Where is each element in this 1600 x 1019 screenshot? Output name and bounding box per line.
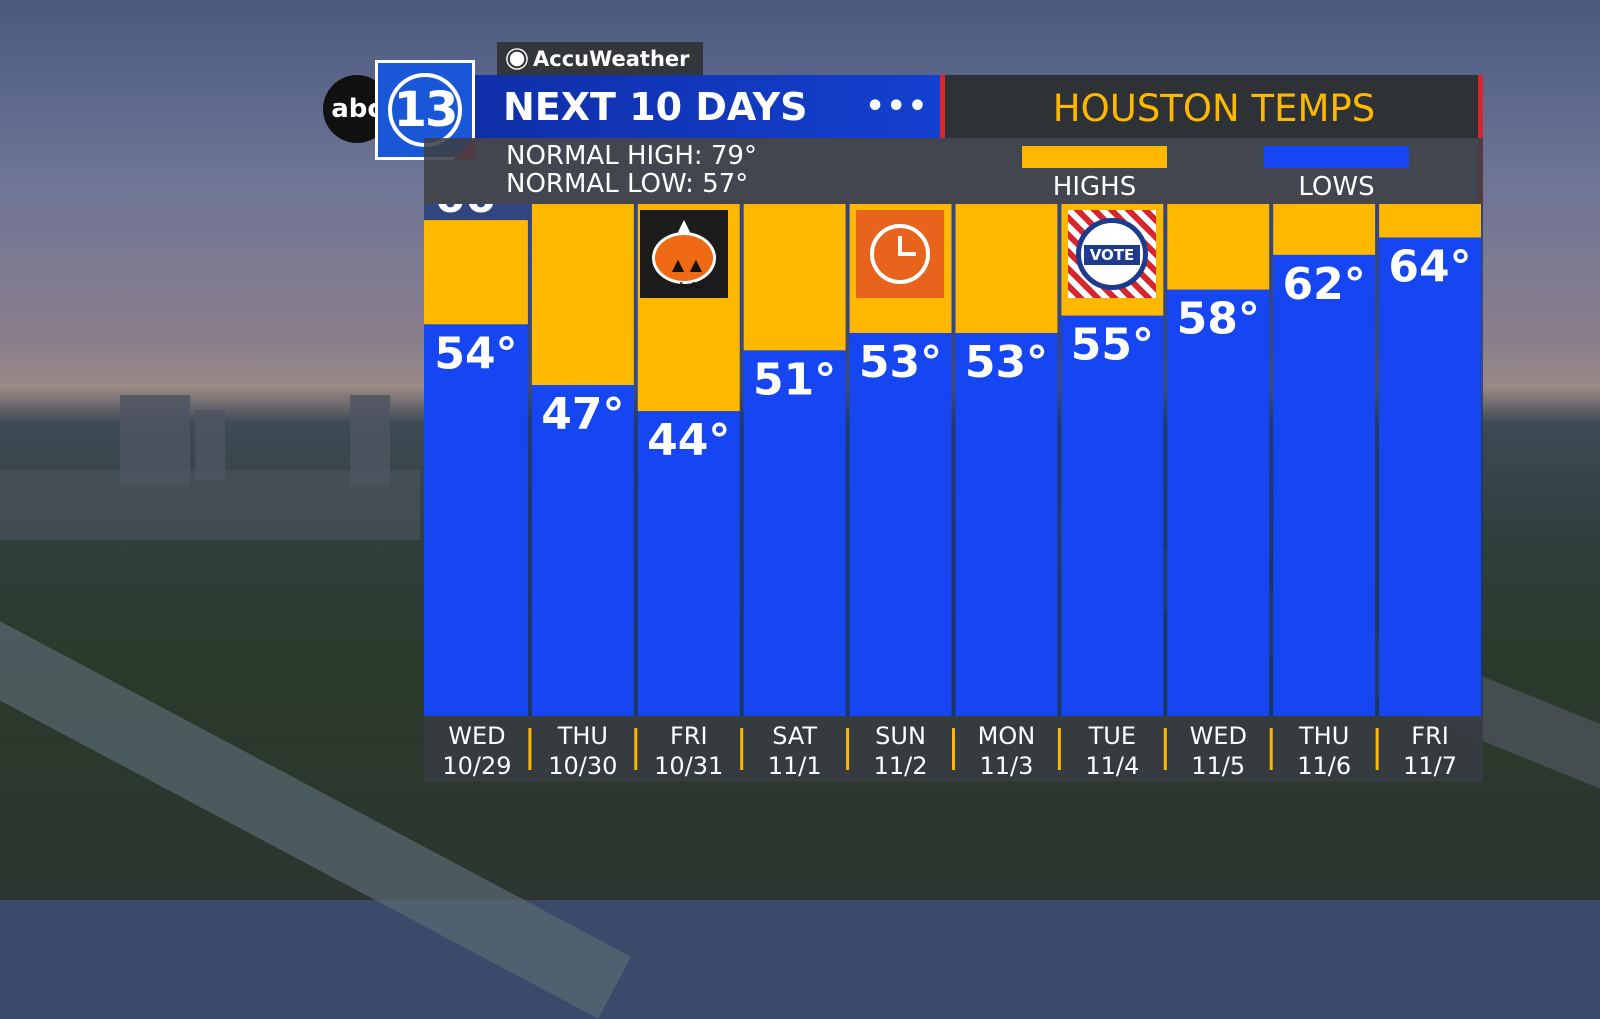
- normal-high-text: NORMAL HIGH: 79°: [506, 141, 757, 171]
- low-bar-4: [849, 332, 952, 716]
- low-label-3: 51°: [753, 354, 836, 405]
- low-bar-1: [531, 385, 634, 716]
- normal-low-text: NORMAL LOW: 57°: [506, 169, 749, 199]
- date-separator-8: [1269, 728, 1273, 770]
- low-label-2: 44°: [647, 415, 730, 466]
- date-separator-1: [528, 728, 532, 770]
- date-label-5: 11/3: [979, 752, 1033, 780]
- date-separator-9: [1375, 728, 1379, 770]
- more-dots-icon: •••: [865, 89, 929, 124]
- date-axis: WED10/29THU10/30FRI10/31SAT11/1SUN11/2MO…: [442, 722, 1457, 780]
- date-label-7: 11/5: [1191, 752, 1245, 780]
- legend-highs-swatch: [1022, 146, 1167, 168]
- date-label-9: 11/7: [1403, 752, 1457, 780]
- provider-label: AccuWeather: [533, 47, 690, 71]
- day-label-2: FRI: [670, 722, 708, 750]
- high-bar-5: [955, 204, 1058, 333]
- vote-text: VOTE: [1084, 245, 1140, 265]
- high-bar-9: [1379, 204, 1481, 238]
- low-bar-6: [1061, 315, 1164, 716]
- low-bar-9: [1379, 237, 1481, 716]
- date-separator-4: [846, 728, 850, 770]
- date-label-3: 11/1: [768, 752, 822, 780]
- date-label-2: 10/31: [654, 752, 723, 780]
- low-bar-3: [743, 350, 846, 716]
- day-label-6: TUE: [1088, 722, 1136, 750]
- day-label-5: MON: [978, 722, 1036, 750]
- day-label-9: FRI: [1411, 722, 1449, 750]
- date-label-8: 11/6: [1297, 752, 1351, 780]
- low-bar-5: [955, 332, 1058, 716]
- date-separator-6: [1057, 728, 1061, 770]
- legend-lows-swatch: [1264, 146, 1409, 168]
- date-label-1: 10/30: [548, 752, 617, 780]
- accuweather-sun-icon: [509, 51, 525, 67]
- high-bar-1: [531, 204, 634, 386]
- high-label-0: 66°: [434, 204, 517, 223]
- low-label-0: 54°: [434, 328, 517, 379]
- low-bar-0: [424, 324, 528, 716]
- day-label-3: SAT: [772, 722, 817, 750]
- high-bar-8: [1273, 204, 1376, 255]
- legend-highs-label: HIGHS: [1052, 172, 1137, 202]
- low-label-8: 62°: [1283, 259, 1366, 310]
- jack-o-lantern-icon: ▲ ▲ ◡◡◡: [640, 210, 728, 298]
- low-label-5: 53°: [965, 337, 1048, 388]
- date-label-4: 11/2: [874, 752, 928, 780]
- title-bar: NEXT 10 DAYS •••: [475, 75, 945, 138]
- low-label-4: 53°: [859, 337, 942, 388]
- temperature-chart: 66°54°71°47°74°44°75°51°74°53°77°53°79°5…: [424, 204, 1483, 716]
- channel-number: 13: [393, 82, 459, 138]
- low-label-7: 58°: [1177, 294, 1260, 345]
- low-bar-7: [1167, 289, 1270, 716]
- low-label-6: 55°: [1071, 320, 1154, 371]
- high-bar-0: [424, 220, 528, 325]
- clock-change-icon: [856, 210, 944, 298]
- low-label-9: 64°: [1388, 241, 1471, 292]
- day-label-7: WED: [1190, 722, 1247, 750]
- vote-icon: VOTE: [1068, 210, 1156, 298]
- date-label-0: 10/29: [442, 752, 511, 780]
- legend-lows-label: LOWS: [1298, 172, 1375, 202]
- day-label-0: WED: [448, 722, 505, 750]
- page-title: NEXT 10 DAYS: [503, 85, 808, 129]
- date-separator-7: [1163, 728, 1167, 770]
- low-label-1: 47°: [541, 389, 624, 440]
- date-separator-5: [952, 728, 955, 770]
- high-bar-3: [743, 204, 846, 351]
- date-label-6: 11/4: [1085, 752, 1139, 780]
- accuweather-tab: AccuWeather: [497, 42, 703, 76]
- location-title: HOUSTON TEMPS: [1052, 87, 1376, 130]
- low-bar-2: [637, 411, 740, 716]
- date-separator-2: [634, 728, 638, 770]
- day-label-4: SUN: [875, 722, 926, 750]
- high-bar-7: [1167, 204, 1270, 290]
- day-label-8: THU: [1298, 722, 1349, 750]
- low-bar-8: [1273, 254, 1376, 716]
- date-separator-3: [740, 728, 744, 770]
- day-label-1: THU: [557, 722, 608, 750]
- location-bar: HOUSTON TEMPS: [945, 75, 1483, 138]
